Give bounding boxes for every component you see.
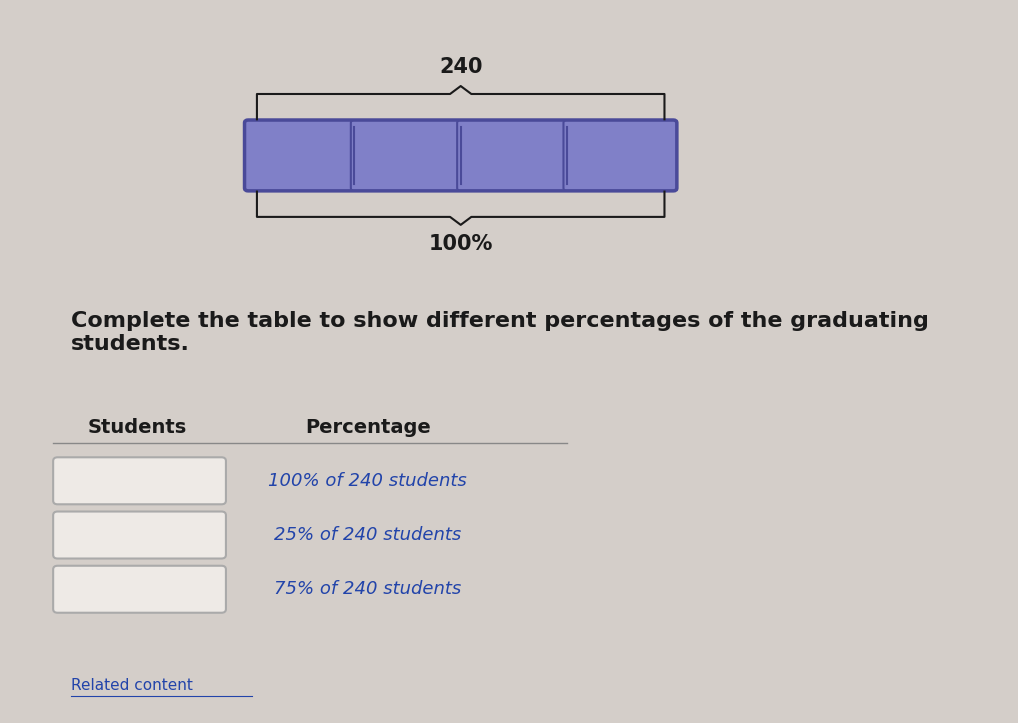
Text: 240: 240	[439, 57, 483, 77]
Text: 25% of 240 students: 25% of 240 students	[274, 526, 461, 544]
Text: 100% of 240 students: 100% of 240 students	[269, 472, 467, 489]
FancyBboxPatch shape	[457, 120, 570, 191]
Text: Related content: Related content	[71, 677, 192, 693]
FancyBboxPatch shape	[53, 512, 226, 558]
Text: Percentage: Percentage	[304, 419, 431, 437]
Text: Students: Students	[88, 419, 187, 437]
Text: 75% of 240 students: 75% of 240 students	[274, 581, 461, 598]
FancyBboxPatch shape	[351, 120, 464, 191]
FancyBboxPatch shape	[564, 120, 677, 191]
Text: 100%: 100%	[429, 234, 493, 254]
Text: Complete the table to show different percentages of the graduating
students.: Complete the table to show different per…	[71, 311, 928, 354]
FancyBboxPatch shape	[244, 120, 358, 191]
FancyBboxPatch shape	[53, 565, 226, 612]
FancyBboxPatch shape	[53, 458, 226, 505]
